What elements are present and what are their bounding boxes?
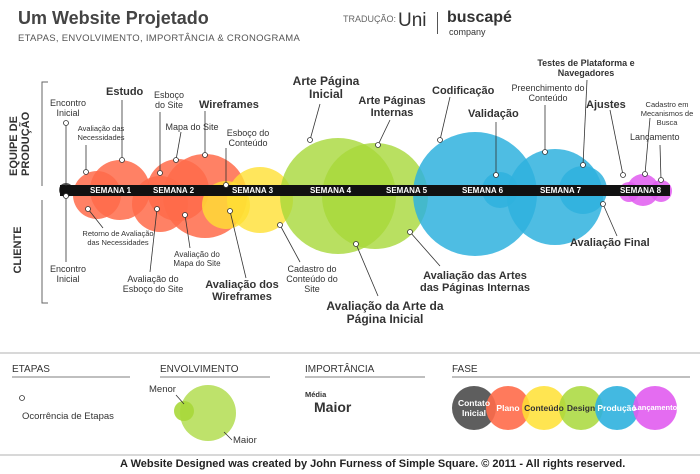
timeline-bar: [60, 185, 670, 196]
label-arte-paginas-internas: Arte Páginas Internas: [358, 95, 426, 119]
legend-etapas-item: Ocorrência de Etapas: [22, 411, 114, 422]
page-subtitle: ETAPAS, ENVOLVIMENTO, IMPORTÂNCIA & CRON…: [18, 33, 301, 44]
buscape-logo: buscapé: [447, 9, 512, 26]
label-mapa-site: Mapa do Site: [165, 122, 219, 132]
phase-producao: Produção: [597, 403, 637, 413]
uni-logo: Uni: [398, 10, 427, 31]
legend-importancia-maior: Maior: [314, 399, 352, 415]
week-2: SEMANA 2: [153, 186, 195, 195]
week-4: SEMANA 4: [310, 186, 352, 195]
label-preenchimento-conteudo: Preenchimento do Conteúdo: [511, 83, 585, 103]
label-encontro-inicial-bottom: Encontro Inicial: [49, 264, 87, 284]
phase-lancamento: Lançamento: [633, 403, 678, 412]
legend-media: Média: [305, 390, 327, 399]
buscape-company-text: company: [449, 27, 486, 37]
legend-menor: Menor: [149, 384, 176, 395]
credit-line: A Website Designed was created by John F…: [120, 458, 626, 470]
phase-conteudo: Conteúdo: [524, 403, 564, 413]
week-1: SEMANA 1: [90, 186, 132, 195]
legend-etapas-title: ETAPAS: [12, 364, 50, 375]
label-validacao: Validação: [468, 108, 519, 120]
label-ajustes: Ajustes: [586, 99, 626, 111]
label-testes-plataforma: Testes de Plataforma e Navegadores: [537, 58, 635, 78]
week-7: SEMANA 7: [540, 186, 582, 195]
page-title: Um Website Projetado: [18, 8, 209, 28]
legend-importancia-title: IMPORTÂNCIA: [305, 364, 375, 375]
label-estudo: Estudo: [106, 86, 144, 98]
label-avaliacao-mapa: Avaliação do Mapa do Site: [173, 250, 221, 268]
week-6: SEMANA 6: [462, 186, 504, 195]
label-esboco-site: Esboço do Site: [153, 90, 185, 110]
week-3: SEMANA 3: [232, 186, 274, 195]
legend-envolvimento-title: ENVOLVIMENTO: [160, 364, 239, 375]
label-avaliacao-wireframes: Avaliação dos Wireframes: [205, 279, 279, 303]
week-5: SEMANA 5: [386, 186, 428, 195]
phase-plano: Plano: [496, 403, 520, 413]
label-codificacao: Codificação: [432, 85, 495, 97]
label-avaliacao-necessidades: Avaliação das Necessidades: [77, 124, 125, 142]
label-avaliacao-arte-inicial: Avaliação da Arte da Página Inicial: [326, 299, 444, 326]
legend-maior: Maior: [233, 435, 257, 446]
label-avaliacao-esboco: Avaliação do Esboço do Site: [122, 274, 184, 294]
label-cadastro-mecanismos: Cadastro em Mecanismos de Busca: [640, 100, 694, 127]
phase-contato-inicial: Contato Inicial: [457, 398, 491, 418]
label-esboco-conteudo: Esboço do Conteúdo: [226, 128, 270, 148]
label-lancamento: Lançamento: [630, 132, 680, 142]
label-cadastro-conteudo: Cadastro do Conteúdo do Site: [286, 264, 338, 294]
legend-fase-title: FASE: [452, 364, 478, 375]
label-arte-pagina-inicial: Arte Página Inicial: [292, 74, 360, 101]
label-wireframes: Wireframes: [199, 99, 259, 111]
logo-separator: [437, 12, 438, 34]
label-avaliacao-final: Avaliação Final: [570, 237, 650, 249]
phase-design: Design: [566, 403, 596, 413]
side-label-team: EQUIPE DE PRODUÇÃO: [8, 111, 32, 176]
label-retorno-avaliacao: Retorno de Avaliação das Necessidades: [82, 229, 154, 247]
side-label-client: CLIENTE: [12, 226, 24, 274]
label-encontro-inicial-top: Encontro Inicial: [49, 98, 87, 118]
circle-conteudo-2: [227, 167, 293, 233]
label-avaliacao-artes-internas: Avaliação das Artes das Páginas Internas: [419, 270, 531, 294]
translation-label: TRADUÇÃO:: [343, 14, 397, 24]
week-8: SEMANA 8: [620, 186, 662, 195]
